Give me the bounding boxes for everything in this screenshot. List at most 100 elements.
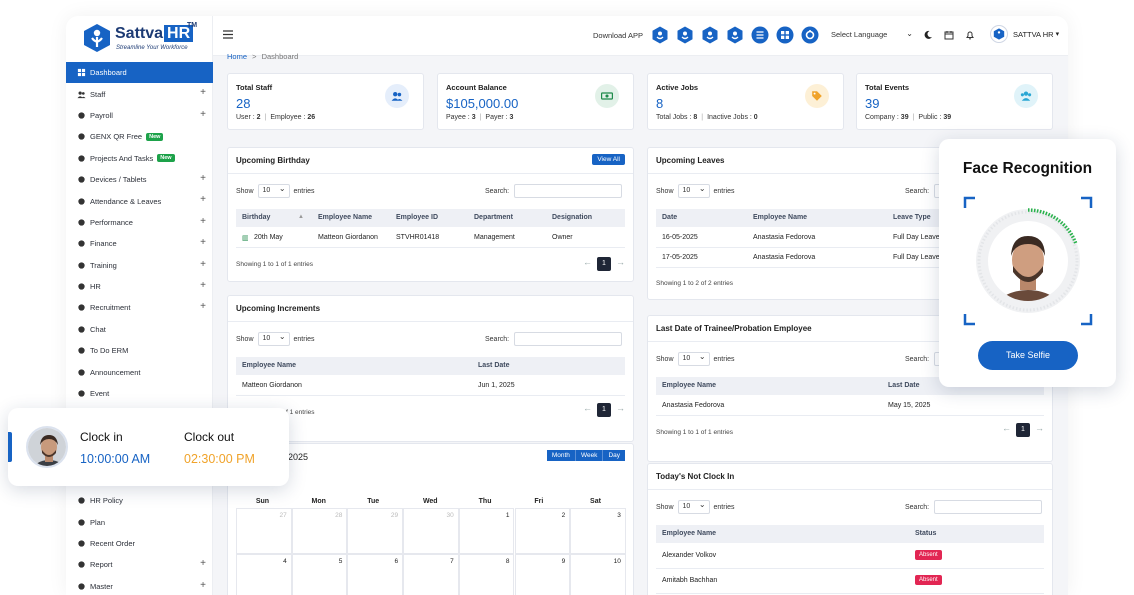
- expand-plus-icon[interactable]: +: [200, 301, 206, 313]
- calendar-icon[interactable]: [944, 30, 954, 40]
- calendar-day-cell[interactable]: 27: [236, 508, 292, 554]
- column-header[interactable]: Date: [662, 214, 678, 221]
- list-icon[interactable]: [751, 26, 769, 44]
- column-header[interactable]: Employee Name: [753, 214, 808, 221]
- sidebar-item-devices-tablets[interactable]: Devices / Tablets +: [66, 169, 213, 190]
- page-button[interactable]: 1: [597, 257, 611, 271]
- stat-label: Active Jobs: [656, 83, 699, 92]
- expand-plus-icon[interactable]: +: [200, 237, 206, 249]
- sidebar-item-recent-order[interactable]: Recent Order: [66, 533, 213, 554]
- sidebar-item-report[interactable]: Report +: [66, 554, 213, 575]
- expand-plus-icon[interactable]: +: [200, 558, 206, 570]
- sidebar-item-plan[interactable]: Plan: [66, 511, 213, 532]
- prev-page-icon[interactable]: ←: [1002, 423, 1011, 433]
- sidebar-item-attendance-leaves[interactable]: Attendance & Leaves +: [66, 190, 213, 211]
- app-hex-icon-1[interactable]: [651, 26, 669, 44]
- search-input[interactable]: [514, 332, 623, 346]
- sidebar-item-training[interactable]: Training +: [66, 255, 213, 276]
- entries-select[interactable]: 10: [677, 352, 710, 366]
- sidebar-item-payroll[interactable]: Payroll +: [66, 105, 213, 126]
- column-header[interactable]: Employee Name: [662, 530, 717, 537]
- menu-toggle-icon[interactable]: [223, 30, 233, 39]
- sidebar-item-hr[interactable]: HR +: [66, 276, 213, 297]
- sidebar-item-performance[interactable]: Performance +: [66, 212, 213, 233]
- page-button[interactable]: 1: [597, 403, 611, 417]
- page-button[interactable]: 1: [1016, 423, 1030, 437]
- column-header[interactable]: Employee ID: [396, 214, 439, 221]
- entries-select[interactable]: 10: [257, 184, 290, 198]
- calendar-day-cell[interactable]: 29: [347, 508, 404, 554]
- support-icon[interactable]: [801, 26, 819, 44]
- next-page-icon[interactable]: →: [1035, 423, 1044, 433]
- expand-plus-icon[interactable]: +: [200, 108, 206, 120]
- calendar-day-cell[interactable]: 1: [458, 508, 515, 554]
- sidebar-item-staff[interactable]: Staff +: [66, 83, 213, 104]
- month-view-button[interactable]: Month: [546, 450, 576, 461]
- calendar-day-cell[interactable]: 6: [347, 554, 404, 595]
- column-header[interactable]: Birthday: [242, 214, 271, 221]
- expand-plus-icon[interactable]: +: [200, 215, 206, 227]
- day-view-button[interactable]: Day: [603, 450, 625, 461]
- dark-mode-moon-icon[interactable]: [923, 30, 933, 40]
- breadcrumb-home[interactable]: Home: [227, 52, 248, 61]
- sidebar-item-hr-policy[interactable]: HR Policy: [66, 490, 213, 511]
- calendar-day-cell[interactable]: 9: [514, 554, 571, 595]
- sidebar-item-chat[interactable]: Chat: [66, 319, 213, 340]
- column-header[interactable]: Employee Name: [662, 382, 717, 389]
- expand-plus-icon[interactable]: +: [200, 258, 206, 270]
- grid-icon[interactable]: [776, 26, 794, 44]
- clock-out-label: Clock out: [184, 430, 235, 444]
- entries-select[interactable]: 10: [677, 184, 710, 198]
- expand-plus-icon[interactable]: +: [200, 194, 206, 206]
- sidebar-item-projects-and-tasks[interactable]: Projects And Tasks New: [66, 148, 213, 169]
- entries-select[interactable]: 10: [257, 332, 290, 346]
- language-select[interactable]: Select Language ⌄: [827, 27, 915, 43]
- sidebar-item-dashboard[interactable]: Dashboard: [66, 62, 213, 84]
- calendar-day-cell[interactable]: 4: [236, 554, 292, 595]
- expand-plus-icon[interactable]: +: [200, 172, 206, 184]
- column-header[interactable]: Employee Name: [318, 214, 373, 221]
- column-header[interactable]: Department: [474, 214, 513, 221]
- sidebar-item-event[interactable]: Event: [66, 383, 213, 404]
- bell-icon[interactable]: [965, 30, 975, 40]
- calendar-day-cell[interactable]: 10: [570, 554, 626, 595]
- next-page-icon[interactable]: →: [616, 257, 625, 267]
- prev-page-icon[interactable]: ←: [583, 257, 592, 267]
- column-header[interactable]: Last Date: [478, 362, 510, 369]
- search-input[interactable]: [934, 500, 1043, 514]
- sidebar-item-announcement[interactable]: Announcement: [66, 361, 213, 382]
- app-hex-icon-2[interactable]: [676, 26, 694, 44]
- app-hex-icon-4[interactable]: [726, 26, 744, 44]
- sidebar-item-to-do-erm[interactable]: To Do ERM: [66, 340, 213, 361]
- sidebar-item-genx-qr-free[interactable]: GENX QR Free New: [66, 126, 213, 147]
- app-hex-icon-3[interactable]: [701, 26, 719, 44]
- calendar-day-cell[interactable]: 28: [291, 508, 348, 554]
- expand-plus-icon[interactable]: +: [200, 279, 206, 291]
- take-selfie-button[interactable]: Take Selfie: [978, 341, 1078, 370]
- next-page-icon[interactable]: →: [616, 403, 625, 413]
- prev-page-icon[interactable]: ←: [583, 403, 592, 413]
- column-header[interactable]: Status: [915, 530, 937, 537]
- brand-logo[interactable]: Sattva HR TM Streamline Your Workforce: [82, 21, 202, 59]
- column-header[interactable]: Leave Type: [893, 214, 931, 221]
- calendar-day-cell[interactable]: 30: [403, 508, 459, 554]
- user-menu[interactable]: SATTVA HR ▾: [990, 25, 1059, 43]
- entries-select[interactable]: 10: [677, 500, 710, 514]
- calendar-day-cell[interactable]: 7: [403, 554, 459, 595]
- sidebar-item-recruitment[interactable]: Recruitment +: [66, 297, 213, 318]
- calendar-day-cell[interactable]: 2: [514, 508, 571, 554]
- calendar-day-cell[interactable]: 5: [291, 554, 348, 595]
- stat-sub: User : 2 | Employee : 26: [236, 114, 315, 121]
- sidebar-item-finance[interactable]: Finance +: [66, 233, 213, 254]
- calendar-day-cell[interactable]: 3: [570, 508, 626, 554]
- column-header[interactable]: Designation: [552, 214, 593, 221]
- expand-plus-icon[interactable]: +: [200, 579, 206, 591]
- column-header[interactable]: Employee Name: [242, 362, 297, 369]
- expand-plus-icon[interactable]: +: [200, 87, 206, 99]
- sidebar-item-master[interactable]: Master +: [66, 576, 213, 595]
- calendar-day-cell[interactable]: 8: [458, 554, 515, 595]
- column-header[interactable]: Last Date: [888, 382, 920, 389]
- view-all-button[interactable]: View All: [592, 154, 625, 165]
- search-input[interactable]: [514, 184, 623, 198]
- week-view-button[interactable]: Week: [575, 450, 604, 461]
